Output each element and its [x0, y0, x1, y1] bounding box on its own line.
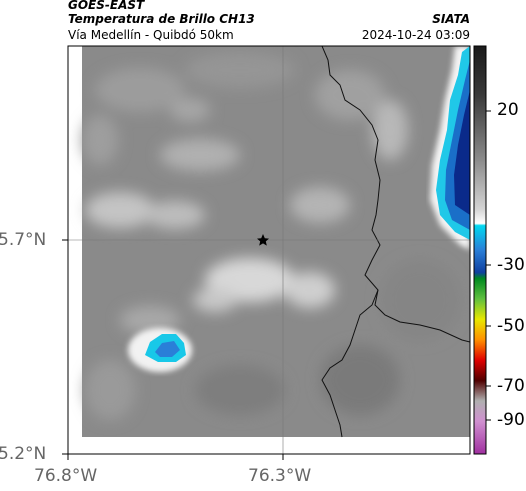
- colorbar-tick-minus30: -30: [497, 255, 525, 275]
- brightness-temperature-field: [68, 46, 470, 454]
- route-subtitle: Vía Medellín - Quibdó 50km: [68, 28, 234, 42]
- y-tick-5.2N: 5.2°N: [0, 444, 47, 464]
- colorbar-tick-20: 20: [497, 100, 519, 120]
- timestamp: 2024-10-24 03:09: [361, 28, 470, 42]
- product-title: Temperatura de Brillo CH13: [68, 12, 255, 26]
- org-label: SIATA: [432, 12, 470, 26]
- y-tick-5.7N: 5.7°N: [0, 230, 47, 250]
- map-border: [67, 45, 471, 455]
- colorbar-tick-minus50: -50: [497, 316, 525, 336]
- star-icon: [257, 234, 269, 246]
- colorbar-tick-minus70: -70: [497, 376, 525, 396]
- colorbar: [473, 45, 487, 455]
- colorbar-tick-minus90: -90: [497, 410, 525, 430]
- satellite-title: GOES-EAST: [68, 0, 145, 12]
- admin-border-south: [321, 289, 379, 438]
- x-tick-76.8W: 76.8°W: [34, 466, 98, 486]
- x-tick-76.3W: 76.3°W: [248, 466, 312, 486]
- admin-border-east: [321, 46, 470, 343]
